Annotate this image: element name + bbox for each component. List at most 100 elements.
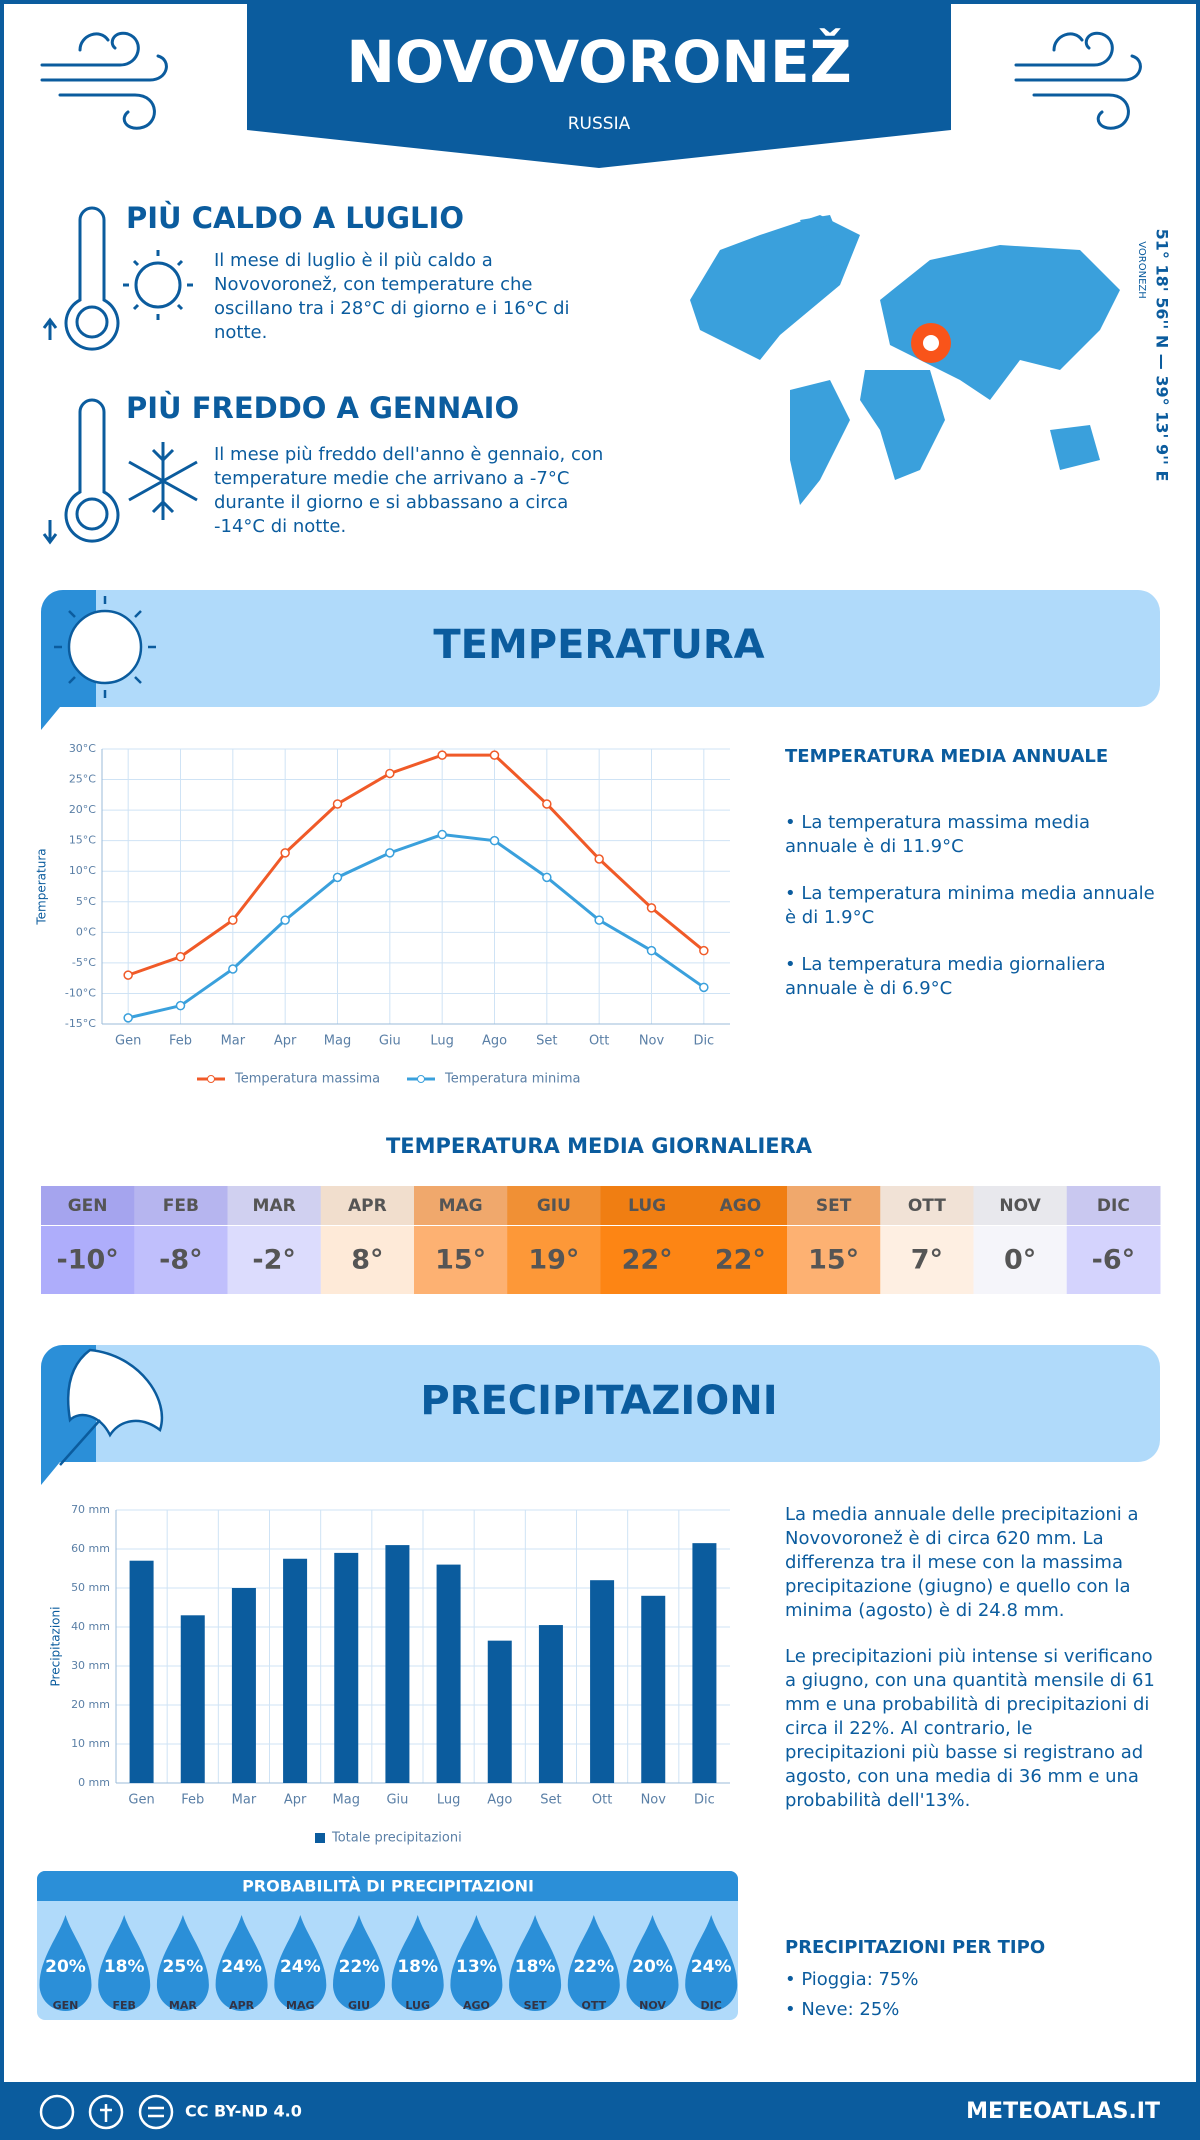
- probability-value: 18%: [515, 1957, 556, 1977]
- month-label: LUG: [628, 1196, 666, 1216]
- table-header-shade: [414, 1186, 508, 1225]
- bar: [283, 1558, 308, 1783]
- probability-value: 13%: [456, 1957, 497, 1977]
- y-tick-label: 10°C: [69, 864, 96, 877]
- x-tick-label: Nov: [641, 1793, 667, 1808]
- point: [542, 872, 552, 883]
- cold-title: PIÙ FREDDO A GENNAIO: [126, 391, 519, 425]
- bar: [334, 1552, 359, 1783]
- sun-icon: [54, 596, 156, 698]
- x-tick-label: Feb: [181, 1793, 204, 1808]
- point: [332, 799, 343, 809]
- bar: [129, 1560, 154, 1783]
- annual-title: TEMPERATURA MEDIA ANNUALE: [785, 746, 1108, 767]
- table-value-cell: [880, 1226, 974, 1294]
- x-tick-label: Ott: [592, 1793, 612, 1808]
- month-label: MAR: [253, 1196, 296, 1216]
- location-marker-center: [923, 335, 939, 351]
- point: [175, 1000, 186, 1011]
- table-header-cell: [507, 1186, 601, 1225]
- probability-value: 24%: [221, 1957, 262, 1977]
- table-value-cell: [414, 1226, 508, 1294]
- bar: [385, 1545, 410, 1783]
- x-tick-label: Giu: [379, 1034, 401, 1049]
- table-value-cell: [507, 1226, 601, 1294]
- warm-title: PIÙ CALDO A LUGLIO: [126, 201, 464, 235]
- month-label: SET: [816, 1196, 852, 1216]
- probability-box: [37, 1871, 738, 2020]
- point: [489, 835, 500, 846]
- x-tick-label: Gen: [128, 1793, 154, 1808]
- temperature-value: 8°: [351, 1245, 383, 1276]
- month-label: APR: [348, 1196, 387, 1216]
- cold-text: Il mese più freddo dell'anno è gennaio, …: [214, 444, 604, 537]
- temperature-value: -8°: [159, 1245, 203, 1276]
- temperature-value: 15°: [435, 1245, 486, 1276]
- temperature-value: -6°: [1092, 1245, 1136, 1276]
- header-banner: [247, 0, 951, 168]
- temperature-value: -10°: [56, 1245, 118, 1276]
- probability-month: OTT: [581, 1999, 606, 2012]
- point: [123, 970, 133, 980]
- point: [699, 945, 709, 956]
- month-label: NOV: [999, 1196, 1041, 1216]
- point: [489, 750, 500, 760]
- table-header-cell: [414, 1186, 508, 1225]
- y-axis-label: Temperatura: [35, 848, 49, 925]
- probability-month: DIC: [701, 1999, 722, 2012]
- drop: [98, 1915, 151, 2011]
- table-value-cell: [973, 1226, 1068, 1294]
- section-title: PRECIPITAZIONI: [420, 1378, 777, 1424]
- bar: [436, 1564, 461, 1783]
- table-header-cell: [973, 1186, 1068, 1225]
- probability-month: FEB: [112, 1999, 135, 2012]
- y-tick-label: 30°C: [69, 742, 96, 755]
- wind-icon: [40, 31, 1142, 130]
- probability-month: MAG: [286, 1999, 315, 2012]
- probability-month: MAR: [169, 1999, 197, 2012]
- month-label: FEB: [163, 1196, 199, 1216]
- point: [646, 945, 657, 956]
- temperature-band: [41, 590, 1160, 707]
- probability-month: NOV: [639, 1999, 666, 2012]
- y-tick-label: 5°C: [76, 895, 96, 908]
- license-icons: [39, 2094, 174, 2130]
- x-tick-label: Mag: [324, 1034, 351, 1049]
- drop: [274, 1915, 327, 2011]
- site: METEOATLAS.IT: [966, 2099, 1160, 2124]
- table-value-cell: [320, 1226, 415, 1294]
- type-item: • Pioggia: 75%: [785, 1969, 919, 1990]
- y-tick-label: 0°C: [76, 925, 96, 938]
- drop: [626, 1915, 679, 2011]
- temperature-value: 19°: [528, 1245, 579, 1276]
- y-tick-label: 15°C: [69, 834, 96, 847]
- legend-label: Temperatura massima: [234, 1072, 380, 1087]
- drop: [215, 1915, 268, 2011]
- point: [228, 915, 238, 925]
- point: [385, 848, 395, 858]
- y-tick-label: 60 mm: [71, 1542, 110, 1555]
- y-tick-label: -15°C: [65, 1017, 96, 1030]
- probability-month: LUG: [405, 1999, 430, 2012]
- y-tick-label: -10°C: [65, 986, 96, 999]
- table-header-shade: [134, 1186, 228, 1225]
- line: [127, 753, 705, 977]
- precipitation-band: [41, 1345, 1160, 1462]
- drop: [567, 1915, 620, 2011]
- month-label: DIC: [1097, 1196, 1130, 1216]
- probability-value: 20%: [632, 1957, 673, 1977]
- table-header-shade: [787, 1186, 881, 1225]
- x-tick-label: Dic: [694, 1793, 715, 1808]
- world-map: [690, 215, 1120, 505]
- x-tick-label: Apr: [284, 1793, 307, 1808]
- probability-value: 18%: [397, 1957, 438, 1977]
- table-header-shade: [880, 1186, 974, 1225]
- point: [594, 915, 604, 925]
- y-tick-label: 50 mm: [71, 1581, 110, 1594]
- probability-value: 24%: [280, 1957, 321, 1977]
- y-tick-label: -5°C: [72, 956, 96, 969]
- point: [228, 964, 238, 974]
- table-header-shade: [227, 1186, 322, 1225]
